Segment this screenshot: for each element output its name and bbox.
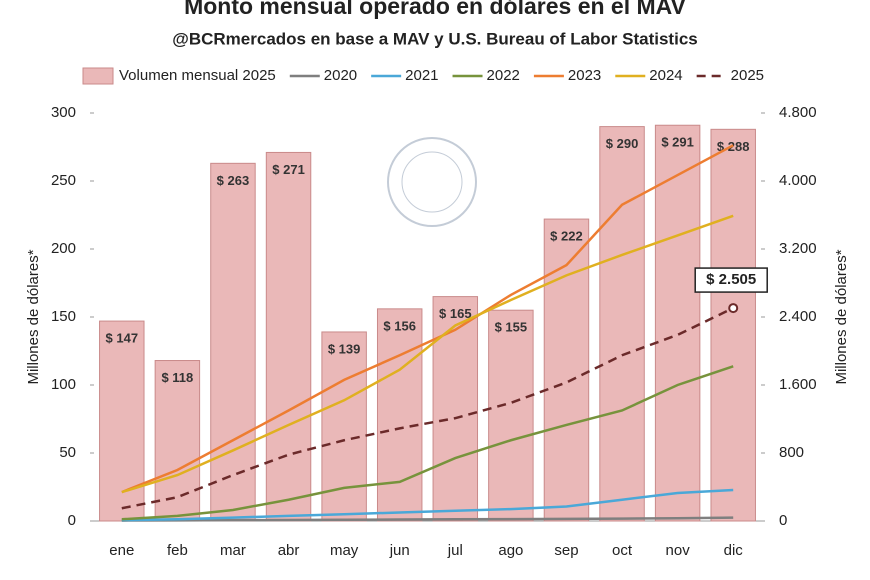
legend-label: Volumen mensual 2025 xyxy=(119,67,276,84)
legend-label: 2020 xyxy=(324,67,357,84)
chart-subtitle: @BCRmercados en base a MAV y U.S. Bureau… xyxy=(172,29,697,48)
y2-tick-label: 3.200 xyxy=(779,240,817,257)
legend-label: 2024 xyxy=(649,67,682,84)
line-series xyxy=(121,306,734,510)
bar xyxy=(210,162,256,522)
bar xyxy=(376,308,423,522)
bar-value-label: $ 139 xyxy=(328,341,361,356)
logo xyxy=(387,137,477,227)
line-series xyxy=(121,144,734,494)
legend-label: 2021 xyxy=(405,67,438,84)
bar-value-label: $ 222 xyxy=(550,229,583,244)
legend-label: 2025 xyxy=(731,67,764,84)
bar-value-label: $ 263 xyxy=(217,173,250,188)
bar xyxy=(488,309,534,522)
point-marker xyxy=(728,303,739,314)
y2-tick-label: 4.000 xyxy=(779,172,817,189)
x-tick-label: ago xyxy=(498,542,523,559)
annotation-box xyxy=(694,267,768,293)
y-axis-label: Millones de dólares* xyxy=(25,249,42,384)
x-tick-label: nov xyxy=(666,542,691,559)
y-tick-label: 50 xyxy=(59,444,76,461)
line-series xyxy=(121,516,734,522)
y-tick-label: 200 xyxy=(51,240,76,257)
line-series xyxy=(121,365,734,521)
x-tick-label: dic xyxy=(724,542,744,559)
y-tick-label: 0 xyxy=(68,512,76,529)
annotation-label: $ 2.505 xyxy=(706,271,756,288)
line-series xyxy=(121,488,734,522)
bar-value-label: $ 290 xyxy=(606,136,639,151)
y2-tick-label: 4.800 xyxy=(779,104,817,121)
y2-tick-label: 800 xyxy=(779,444,804,461)
bar-value-label: $ 291 xyxy=(661,135,694,150)
bar-value-label: $ 165 xyxy=(439,306,472,321)
bar xyxy=(654,124,701,522)
y2-tick-label: 0 xyxy=(779,512,787,529)
y-tick-label: 100 xyxy=(51,376,76,393)
chart-title: Monto mensual operado en dólares en el M… xyxy=(184,0,686,19)
bar-value-label: $ 155 xyxy=(495,320,528,335)
bar xyxy=(265,151,312,522)
x-tick-label: jul xyxy=(447,542,463,559)
y-tick-label: 250 xyxy=(51,172,76,189)
bar xyxy=(710,128,756,522)
bar xyxy=(599,126,645,522)
x-tick-label: abr xyxy=(278,542,300,559)
x-tick-label: oct xyxy=(612,542,633,559)
bar xyxy=(321,331,367,522)
x-tick-label: may xyxy=(330,542,359,559)
bar xyxy=(154,360,201,522)
legend-label: 2023 xyxy=(568,67,601,84)
x-tick-label: jun xyxy=(389,542,410,559)
bar xyxy=(432,296,479,522)
x-tick-label: sep xyxy=(554,542,578,559)
legend-swatch xyxy=(82,67,114,85)
x-tick-label: ene xyxy=(109,542,134,559)
y-tick-label: 300 xyxy=(51,104,76,121)
bar-value-label: $ 118 xyxy=(161,370,193,385)
y2-tick-label: 1.600 xyxy=(779,376,817,393)
y-tick-label: 150 xyxy=(51,308,76,325)
y2-axis-label: Millones de dólares* xyxy=(833,249,850,384)
legend-label: 2022 xyxy=(487,67,520,84)
bar-value-label: $ 156 xyxy=(383,318,416,333)
x-tick-label: mar xyxy=(220,542,246,559)
y2-tick-label: 2.400 xyxy=(779,308,817,325)
x-tick-label: feb xyxy=(167,542,188,559)
bar-value-label: $ 271 xyxy=(272,162,305,177)
line-series xyxy=(121,214,734,494)
bar-value-label: $ 147 xyxy=(106,331,139,346)
